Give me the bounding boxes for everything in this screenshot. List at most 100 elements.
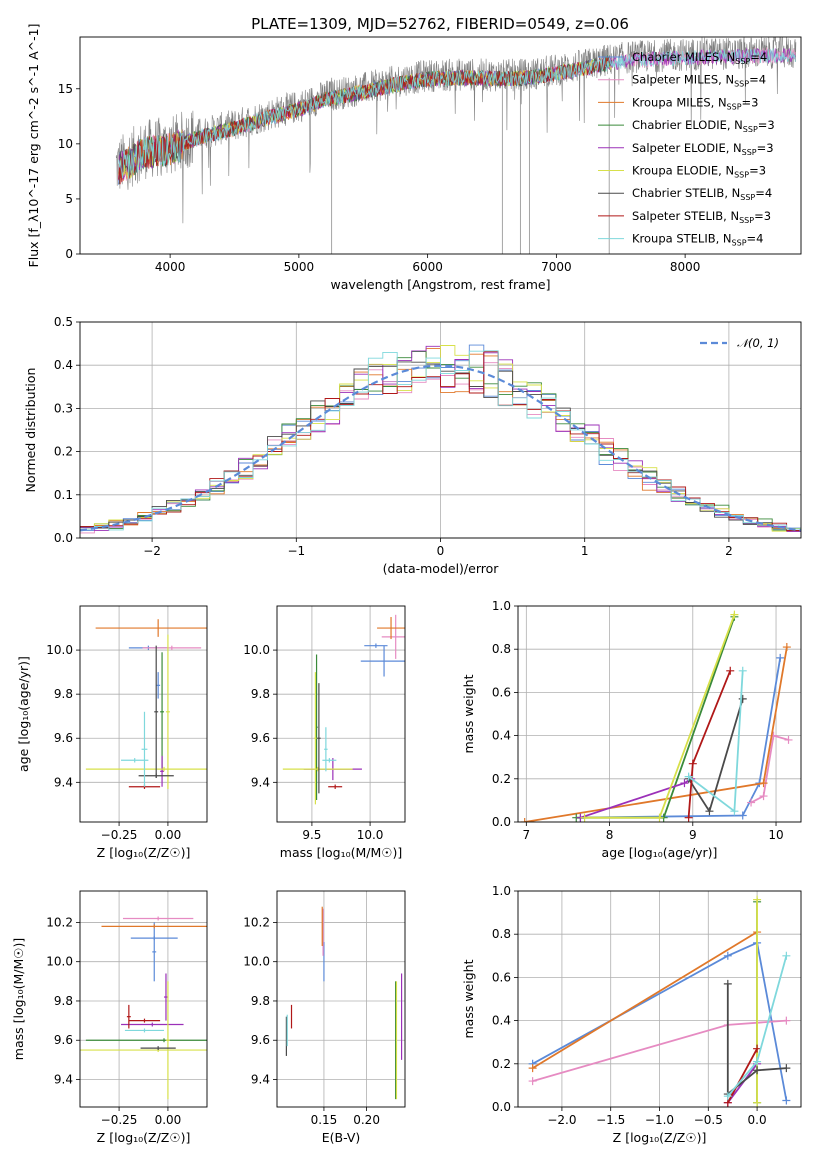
errorbar-point bbox=[360, 645, 405, 677]
series-marker bbox=[655, 813, 664, 822]
massweight-vs-age-xtick-label: 9 bbox=[689, 828, 697, 842]
series-marker bbox=[723, 1092, 732, 1101]
series-marker bbox=[580, 813, 589, 822]
mass-vs-EBV-ytick-label: 9.6 bbox=[251, 1033, 270, 1047]
errorbar-point bbox=[126, 1004, 131, 1029]
series-marker bbox=[782, 1016, 791, 1025]
series-marker bbox=[782, 1096, 791, 1105]
series-line bbox=[532, 931, 758, 1069]
mass-vs-EBV-xtick-label: 0.15 bbox=[311, 1113, 338, 1127]
series-marker bbox=[520, 818, 529, 822]
errorbar-point bbox=[140, 1046, 176, 1051]
errorbar-point bbox=[121, 1022, 184, 1027]
mass-vs-Z-xtick-label: 0.00 bbox=[155, 1113, 182, 1127]
series-marker bbox=[684, 772, 693, 781]
legend-entry: Salpeter MILES, NSSP=4 bbox=[632, 73, 766, 89]
legend-entry: Chabrier MILES, NSSP=4 bbox=[632, 50, 767, 66]
figure-title: PLATE=1309, MJD=52762, FIBERID=0549, z=0… bbox=[251, 15, 629, 33]
mass-vs-Z-plot-area bbox=[80, 916, 207, 1100]
age-vs-mass-ytick-label: 9.6 bbox=[251, 731, 270, 745]
spectrum-xtick-label: 7000 bbox=[541, 260, 572, 274]
massweight-vs-Z-ylabel: mass weight bbox=[461, 959, 476, 1038]
massweight-vs-age-panel: 7 8 9 10 0.0 0.2 0.4 0.6 0.8 1.0 age [log₁₀(age/yr… bbox=[461, 599, 802, 860]
spectrum-background bbox=[80, 37, 801, 254]
mass-vs-Z-ytick-label: 9.4 bbox=[54, 1073, 73, 1087]
spectrum-xtick-label: 4000 bbox=[155, 260, 186, 274]
age-vs-mass-xlabel: mass [log₁₀(M/M☉)] bbox=[280, 845, 402, 860]
mass-vs-EBV-ytick-label: 9.8 bbox=[251, 994, 270, 1008]
legend-entry: Kroupa MILES, NSSP=3 bbox=[632, 95, 758, 111]
age-vs-Z-ytick-label: 9.4 bbox=[54, 775, 73, 789]
massweight-vs-age-ytick-label: 0.6 bbox=[492, 685, 511, 699]
residuals-xtick-label: 2 bbox=[725, 544, 733, 558]
mass-vs-EBV-ytick-label: 10.0 bbox=[243, 955, 270, 969]
legend-entry: Kroupa STELIB, NSSP=4 bbox=[632, 232, 763, 248]
errorbar-point bbox=[164, 973, 168, 1021]
series-marker bbox=[782, 1064, 791, 1073]
series-marker bbox=[723, 951, 732, 960]
massweight-vs-Z-xtick-label: −2.0 bbox=[547, 1113, 576, 1127]
age-vs-Z-background bbox=[80, 606, 207, 822]
histogram-step-line bbox=[80, 351, 801, 531]
mass-vs-Z-xlabel: Z [log₁₀(Z/Z☉)] bbox=[97, 1130, 191, 1145]
massweight-vs-Z-panel: −2.0 −1.5 −1.0 −0.5 0.0 0.0 0.2 0.4 0.6 0.8 1.0 Z [… bbox=[461, 884, 802, 1145]
residuals-panel: −2 −1 0 1 2 0.0 0.1 0.2 0.3 0.4 0.5 (data-model)/er… bbox=[23, 315, 802, 576]
massweight-vs-age-ytick-label: 0.0 bbox=[492, 815, 511, 829]
massweight-vs-Z-ytick-label: 0.6 bbox=[492, 970, 511, 984]
series-line bbox=[727, 1048, 758, 1104]
spectrum-xtick-label: 8000 bbox=[670, 260, 701, 274]
legend-entry: Chabrier STELIB, NSSP=4 bbox=[632, 186, 772, 202]
errorbar-point bbox=[154, 645, 159, 778]
errorbar-point bbox=[165, 981, 170, 1100]
age-vs-Z-ylabel: age [log₁₀(age/yr)] bbox=[16, 656, 31, 772]
residuals-xtick-label: −1 bbox=[287, 544, 305, 558]
series-marker bbox=[528, 1064, 537, 1073]
series-marker bbox=[747, 798, 756, 807]
errorbar-point bbox=[322, 758, 337, 763]
errorbar-point bbox=[165, 634, 170, 789]
age-vs-Z-ytick-label: 9.8 bbox=[54, 687, 73, 701]
residuals-ytick-label: 0.3 bbox=[54, 401, 73, 415]
age-vs-mass-panel: 9.5 10.0 9.4 9.6 9.8 10.0 mass [log₁₀(M/M☉)] bbox=[243, 605, 406, 860]
age-vs-Z-axes-frame bbox=[79, 605, 208, 823]
series-marker bbox=[753, 1066, 762, 1075]
mass-vs-EBV-plot-area bbox=[285, 906, 403, 1100]
errorbar-point bbox=[124, 1028, 165, 1033]
reference-legend-label: 𝒩(0, 1) bbox=[737, 336, 779, 350]
residuals-xtick-label: −2 bbox=[143, 544, 161, 558]
age-vs-mass-ytick-label: 10.0 bbox=[243, 643, 270, 657]
mass-vs-EBV-xlabel: E(B-V) bbox=[322, 1130, 361, 1145]
spectrum-xtick-label: 6000 bbox=[412, 260, 443, 274]
series-marker bbox=[528, 1077, 537, 1086]
residuals-ytick-label: 0.5 bbox=[54, 315, 73, 329]
age-vs-Z-xtick-label: −0.25 bbox=[101, 828, 138, 842]
legend-entry: Chabrier ELODIE, NSSP=3 bbox=[632, 118, 775, 134]
series-marker bbox=[759, 792, 768, 801]
errorbar-point bbox=[152, 922, 157, 982]
series-marker bbox=[726, 666, 735, 675]
age-vs-Z-xtick-label: 0.00 bbox=[155, 828, 182, 842]
mass-vs-EBV-panel: 0.15 0.20 9.4 9.6 9.8 10.0 10.2 E(B-V) bbox=[243, 890, 406, 1145]
residuals-ytick-label: 0.4 bbox=[54, 358, 73, 372]
errorbar-point bbox=[282, 766, 353, 772]
errorbar-point bbox=[328, 784, 343, 789]
spectrum-ytick-label: 15 bbox=[58, 82, 73, 96]
age-vs-Z-ytick-label: 9.6 bbox=[54, 731, 73, 745]
errorbar-point bbox=[121, 758, 149, 763]
residuals-plot-area bbox=[80, 344, 801, 534]
massweight-vs-Z-ytick-label: 1.0 bbox=[492, 884, 511, 898]
series-marker bbox=[776, 653, 785, 662]
series-marker bbox=[759, 779, 768, 788]
mass-vs-Z-background bbox=[80, 891, 207, 1107]
spectrum-panel: 4000 5000 6000 7000 8000 0 5 10 15 wavelength [An… bbox=[26, 24, 802, 292]
series-marker bbox=[688, 759, 697, 768]
age-vs-Z-ytick-label: 10.0 bbox=[46, 643, 73, 657]
spectrum-ylabel: Flux [f_λ10^-17 erg cm^-2 s^-1 A^-1] bbox=[26, 24, 41, 268]
age-vs-mass-axes-frame bbox=[276, 605, 406, 823]
series-marker bbox=[738, 811, 747, 820]
mass-vs-Z-ylabel: mass [log₁₀(M/M☉)] bbox=[11, 938, 26, 1060]
series-marker bbox=[784, 735, 793, 744]
series-marker bbox=[738, 666, 747, 675]
age-vs-mass-xtick-label: 10.0 bbox=[357, 828, 384, 842]
